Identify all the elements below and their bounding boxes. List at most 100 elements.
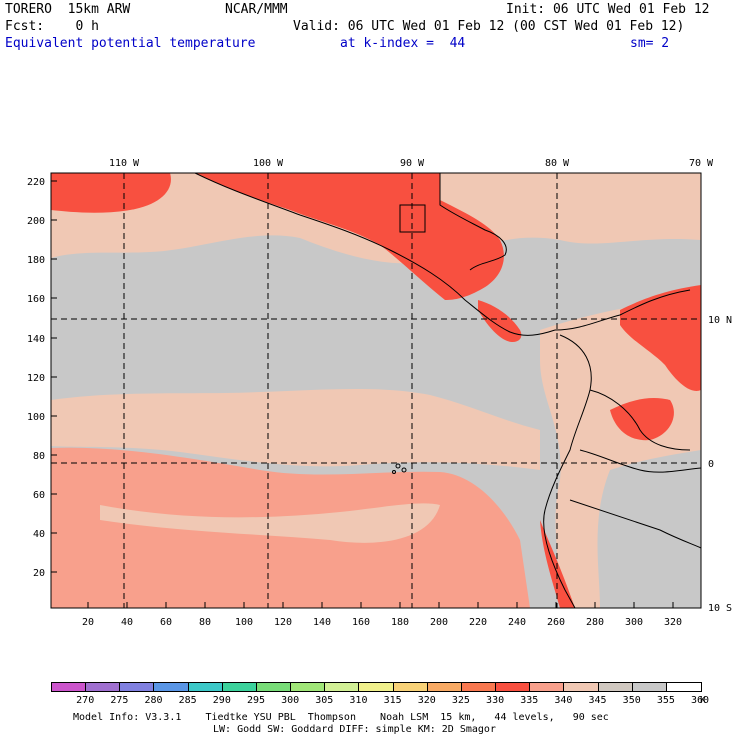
- colorbar-swatch: [119, 682, 156, 692]
- hot-region-northwest: [51, 173, 171, 213]
- x-tick-label: 60: [160, 617, 172, 628]
- border-ecuador: [579, 449, 701, 473]
- x-tick-label: 180: [391, 617, 409, 628]
- x-tick-label: 260: [547, 617, 565, 628]
- colorbar-label: 270: [76, 695, 95, 706]
- lat-label-10n: 10 N: [708, 315, 732, 326]
- colorbar-label: 345: [588, 695, 607, 706]
- organization: NCAR/MMM: [225, 2, 288, 17]
- colorbar-label: 315: [383, 695, 402, 706]
- colorbar-swatch: [324, 682, 361, 692]
- x-tick-label: 320: [664, 617, 682, 628]
- colorbar-label: 360: [691, 695, 710, 706]
- colorbar-swatch: [187, 682, 224, 692]
- init-time: Init: 06 UTC Wed 01 Feb 12: [506, 2, 710, 17]
- colorbar-label: 280: [144, 695, 163, 706]
- colorbar-swatch: [85, 682, 122, 692]
- galapagos-island-2: [401, 467, 407, 473]
- colorbar-unit: K: [700, 695, 707, 706]
- y-tick-label: 200: [27, 216, 45, 227]
- colorbar-label: 350: [622, 695, 641, 706]
- coastline-north-sa: [554, 289, 691, 331]
- colorbar-swatch: [631, 682, 668, 692]
- x-tick-label: 140: [313, 617, 331, 628]
- galapagos-island-3: [392, 470, 396, 474]
- field-name: Equivalent potential temperature: [5, 36, 256, 51]
- land-southeast-gray: [597, 450, 701, 608]
- colorbar-label: 335: [520, 695, 539, 706]
- colorbar-label: 305: [315, 695, 334, 706]
- coastline-central-america: [194, 173, 556, 336]
- coastline-west-sa: [543, 334, 592, 608]
- x-tick-label: 280: [586, 617, 604, 628]
- colorbar-label: 330: [486, 695, 505, 706]
- lon-label-110w: 110 W: [109, 158, 140, 169]
- x-tick-label: 100: [235, 617, 253, 628]
- colorbar-swatch: [460, 682, 497, 692]
- colorbar-swatch: [597, 682, 634, 692]
- lon-label-100w: 100 W: [253, 158, 284, 169]
- valid-time: Valid: 06 UTC Wed 01 Feb 12 (00 CST Wed …: [293, 19, 685, 34]
- hot-region-central-america: [195, 173, 504, 300]
- map-frame: [50, 172, 702, 609]
- y-tick-label: 140: [27, 334, 45, 345]
- colorbar-swatch: [221, 682, 258, 692]
- colorbar-swatch: [153, 682, 190, 692]
- x-tick-label: 220: [469, 617, 487, 628]
- y-axis-ticks: [51, 180, 57, 573]
- colorbar-label: 340: [554, 695, 573, 706]
- colorbar-label: 295: [246, 695, 265, 706]
- hot-region-east: [610, 398, 674, 441]
- y-tick-label: 60: [33, 490, 45, 501]
- x-tick-label: 40: [121, 617, 133, 628]
- lat-label-0: 0: [708, 459, 714, 470]
- x-tick-label: 160: [352, 617, 370, 628]
- colorbar-label: 355: [656, 695, 675, 706]
- map-field: [51, 173, 701, 608]
- y-tick-label: 220: [27, 177, 45, 188]
- galapagos-island-1: [395, 463, 401, 469]
- border-peru: [569, 499, 701, 549]
- y-tick-label: 40: [33, 529, 45, 540]
- warm-band-central: [51, 388, 540, 470]
- x-tick-label: 20: [82, 617, 94, 628]
- colorbar-label: 325: [451, 695, 470, 706]
- colorbar-label: 290: [212, 695, 231, 706]
- x-tick-label: 240: [508, 617, 526, 628]
- y-tick-label: 20: [33, 568, 45, 579]
- colorbar-label: 310: [349, 695, 368, 706]
- border-colombia: [589, 389, 691, 451]
- colorbar-label: 285: [178, 695, 197, 706]
- coastline-caribbean: [439, 173, 507, 271]
- x-axis-ticks: [87, 602, 674, 608]
- colorbar-swatch: [665, 682, 702, 692]
- colorbar-swatch: [563, 682, 600, 692]
- x-tick-label: 300: [625, 617, 643, 628]
- graticule: [51, 173, 701, 608]
- colorbar-swatch: [358, 682, 395, 692]
- y-tick-label: 120: [27, 373, 45, 384]
- level-info: at k-index = 44: [340, 36, 466, 51]
- x-tick-label: 80: [199, 617, 211, 628]
- y-tick-label: 100: [27, 412, 45, 423]
- colorbar-label: 300: [281, 695, 300, 706]
- colorbar-swatch: [255, 682, 292, 692]
- physics-info: LW: Godd SW: Goddard DIFF: simple KM: 2D…: [213, 724, 496, 735]
- lon-label-80w: 80 W: [545, 158, 570, 169]
- colorbar-swatch: [290, 682, 327, 692]
- lon-label-90w: 90 W: [400, 158, 425, 169]
- colorbar-label: 275: [110, 695, 129, 706]
- colorbar-swatch: [529, 682, 566, 692]
- colorbar-swatch: [495, 682, 532, 692]
- y-tick-label: 180: [27, 255, 45, 266]
- colorbar-swatch: [426, 682, 463, 692]
- lat-label-10s: 10 S: [708, 603, 732, 614]
- y-tick-label: 80: [33, 451, 45, 462]
- colorbar-swatch: [392, 682, 429, 692]
- y-tick-label: 160: [27, 294, 45, 305]
- model-name: TORERO 15km ARW: [5, 2, 131, 17]
- forecast-hour: Fcst: 0 h: [5, 19, 99, 34]
- border-belize: [399, 204, 426, 233]
- x-tick-label: 120: [274, 617, 292, 628]
